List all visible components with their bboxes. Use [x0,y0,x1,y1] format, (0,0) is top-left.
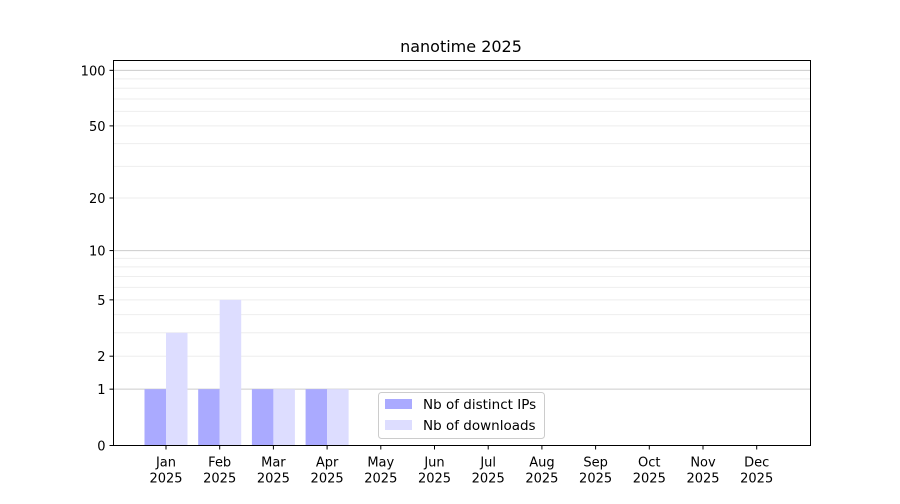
y-tick-label: 5 [97,294,105,309]
bar-distinct-ips [305,389,328,446]
y-tick-label: 2 [97,350,105,365]
legend-label-ips: Nb of distinct IPs [423,397,536,413]
bar-downloads [273,389,295,446]
y-axis: 0 1 2 5 10 20 50 100 [81,64,114,455]
x-tick-label: 2025 [418,472,451,487]
x-tick-label: 2025 [579,472,612,487]
x-tick-label: Nov [690,456,716,471]
bar-distinct-ips [251,389,274,446]
x-tick-label: 2025 [472,472,505,487]
bars [144,299,349,446]
x-tick-label: Jun [423,456,444,471]
bar-downloads [166,332,188,446]
legend: Nb of distinct IPs Nb of downloads [378,392,545,439]
x-tick-label: Apr [316,456,339,471]
legend-swatch-downloads [385,420,412,430]
x-tick-label: 2025 [364,472,397,487]
y-tick-label: 1 [97,383,105,398]
x-tick-label: 2025 [633,472,666,487]
x-tick-label: 2025 [149,472,182,487]
y-tick-label: 50 [89,120,106,135]
x-axis: Jan2025Feb2025Mar2025Apr2025May2025Jun20… [149,445,773,487]
x-tick-label: 2025 [686,472,719,487]
x-tick-label: May [367,456,394,471]
legend-label-downloads: Nb of downloads [423,418,536,434]
x-tick-label: 2025 [525,472,558,487]
x-tick-label: Feb [208,456,231,471]
legend-swatch-ips [385,399,412,409]
bar-distinct-ips [144,389,166,446]
bar-downloads [219,299,242,446]
y-tick-label: 20 [89,192,106,207]
plot-frame [113,60,811,446]
chart-title: nanotime 2025 [400,37,522,56]
x-tick-label: Jan [155,456,176,471]
bar-downloads [327,389,349,446]
x-tick-label: Sep [583,456,608,471]
x-tick-label: 2025 [203,472,236,487]
y-tick-label: 0 [97,440,105,455]
x-tick-label: Mar [261,456,286,471]
bar-distinct-ips [198,389,220,446]
y-tick-label: 100 [81,64,106,79]
x-tick-label: Dec [744,456,769,471]
x-tick-label: Jul [479,456,496,471]
x-tick-label: Oct [638,456,660,471]
x-tick-label: Aug [529,456,554,471]
y-tick-label: 10 [89,245,106,260]
x-tick-label: 2025 [311,472,344,487]
grid [113,69,811,390]
x-tick-label: 2025 [257,472,290,487]
x-tick-label: 2025 [740,472,773,487]
